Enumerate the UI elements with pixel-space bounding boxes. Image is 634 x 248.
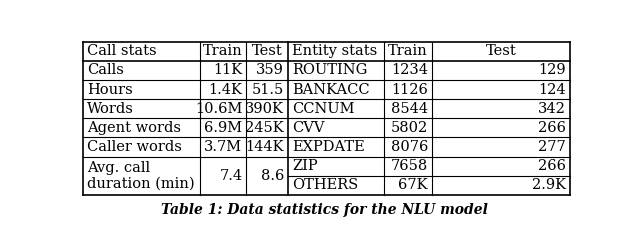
Text: CCNUM: CCNUM — [292, 102, 354, 116]
Text: Words: Words — [87, 102, 134, 116]
Text: 8.6: 8.6 — [261, 169, 284, 183]
Text: OTHERS: OTHERS — [292, 178, 358, 192]
Text: Train: Train — [203, 44, 243, 58]
Text: 7.4: 7.4 — [219, 169, 242, 183]
Text: Hours: Hours — [87, 83, 133, 96]
Text: 7658: 7658 — [391, 159, 428, 173]
Text: 144K: 144K — [245, 140, 284, 154]
Text: Call stats: Call stats — [87, 44, 157, 58]
Text: Entity stats: Entity stats — [292, 44, 377, 58]
Text: 277: 277 — [538, 140, 566, 154]
Text: 1234: 1234 — [391, 63, 428, 77]
Text: 6.9M: 6.9M — [204, 121, 242, 135]
Text: Train: Train — [388, 44, 428, 58]
Text: 124: 124 — [538, 83, 566, 96]
Text: 359: 359 — [256, 63, 284, 77]
Text: Test: Test — [486, 44, 516, 58]
Text: Caller words: Caller words — [87, 140, 182, 154]
Text: 245K: 245K — [245, 121, 284, 135]
Text: 1126: 1126 — [391, 83, 428, 96]
Text: 266: 266 — [538, 121, 566, 135]
Text: 67K: 67K — [399, 178, 428, 192]
Text: 11K: 11K — [213, 63, 242, 77]
Text: CVV: CVV — [292, 121, 325, 135]
Text: Table 1: Data statistics for the NLU model: Table 1: Data statistics for the NLU mod… — [162, 203, 488, 217]
Text: Agent words: Agent words — [87, 121, 181, 135]
Text: 5802: 5802 — [391, 121, 428, 135]
Text: Calls: Calls — [87, 63, 124, 77]
Text: 51.5: 51.5 — [252, 83, 284, 96]
Text: 2.9K: 2.9K — [531, 178, 566, 192]
Text: 8544: 8544 — [391, 102, 428, 116]
Text: 266: 266 — [538, 159, 566, 173]
Text: BANKACC: BANKACC — [292, 83, 370, 96]
Text: Test: Test — [252, 44, 283, 58]
Text: 129: 129 — [538, 63, 566, 77]
Text: ZIP: ZIP — [292, 159, 318, 173]
Text: 390K: 390K — [245, 102, 284, 116]
Text: 342: 342 — [538, 102, 566, 116]
Text: 1.4K: 1.4K — [209, 83, 242, 96]
Text: 8076: 8076 — [391, 140, 428, 154]
Text: Avg. call
duration (min): Avg. call duration (min) — [87, 161, 195, 191]
Text: 3.7M: 3.7M — [204, 140, 242, 154]
Text: EXPDATE: EXPDATE — [292, 140, 365, 154]
Text: ROUTING: ROUTING — [292, 63, 367, 77]
Text: 10.6M: 10.6M — [195, 102, 242, 116]
